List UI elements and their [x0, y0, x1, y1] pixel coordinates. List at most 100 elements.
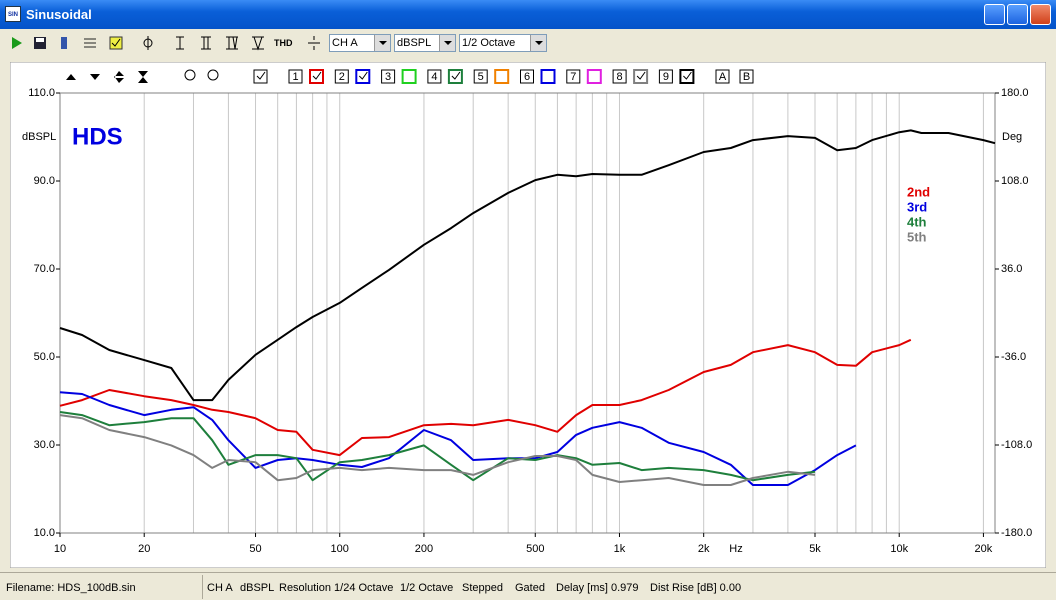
- series-line: [59, 338, 912, 457]
- harmonic-button[interactable]: [248, 33, 268, 53]
- chart-controls: [66, 69, 268, 84]
- status-divider: [202, 575, 203, 599]
- y2-tick-label: 180.0: [1001, 87, 1029, 99]
- thd-button[interactable]: THD: [274, 38, 293, 48]
- curve-number: 9: [663, 71, 669, 83]
- curve-number-box: [427, 69, 442, 84]
- curve-checkbox[interactable]: [633, 69, 649, 84]
- y-tick-label: 50.0: [34, 351, 55, 363]
- curve-number: 3: [385, 71, 391, 83]
- check-mark: [636, 71, 646, 80]
- curve-number-box: [658, 69, 673, 84]
- curve-number-box: [334, 69, 349, 84]
- y2-tick-label: 36.0: [1001, 263, 1022, 275]
- y2-tick-label: -36.0: [1001, 351, 1026, 363]
- x-tick-label: 50: [249, 543, 261, 555]
- curve-number: 1: [292, 71, 298, 83]
- tool-button[interactable]: [54, 33, 74, 53]
- minimize-button[interactable]: [984, 4, 1005, 25]
- curve-number-box: [612, 69, 627, 84]
- close-button[interactable]: [1030, 4, 1051, 25]
- legend-entry: 2nd: [907, 184, 930, 199]
- harmonic-button[interactable]: [196, 33, 216, 53]
- x-tick-label: 5k: [809, 543, 821, 555]
- curve-number: 8: [617, 71, 623, 83]
- unit-select[interactable]: dBSPL: [394, 34, 456, 52]
- curve-number-box: [520, 69, 534, 84]
- curve-checkbox[interactable]: [540, 69, 556, 84]
- harmonic-button[interactable]: [170, 33, 190, 53]
- curve-number: 7: [570, 71, 576, 83]
- series-line: [59, 391, 857, 486]
- curve-checkbox[interactable]: [309, 69, 324, 84]
- legend-entry: 5th: [907, 229, 927, 244]
- unit-value: dBSPL: [397, 37, 432, 49]
- status-field: Resolution 1/24 Octave: [279, 582, 394, 594]
- plot-frame: [59, 92, 996, 534]
- expand-button[interactable]: [114, 71, 124, 83]
- status-bar: Filename: HDS_100dB.sin CH A dBSPL Resolut…: [0, 572, 1056, 600]
- smoothing-select[interactable]: 1/2 Octave: [459, 34, 547, 52]
- all-checkbox[interactable]: [253, 69, 268, 84]
- toolbar: THD CH A dBSPL 1/2 Octave: [0, 29, 1056, 57]
- curve-number: 6: [524, 71, 530, 83]
- status-field: Delay [ms] 0.979: [556, 582, 639, 594]
- curve-number: 2: [339, 71, 345, 83]
- chart-panel: [10, 62, 1046, 568]
- curve-checkbox[interactable]: [586, 69, 602, 84]
- compress-button[interactable]: [138, 71, 148, 83]
- y2-axis-label: Deg: [1002, 131, 1022, 143]
- curve-number: 5: [478, 71, 484, 83]
- reference-label[interactable]: B: [743, 71, 750, 83]
- y2-tick-label: -180.0: [1001, 527, 1032, 539]
- curve-selector: 1 2 3 4 5 6 7 8 9 A B: [288, 69, 754, 84]
- smoothing-value: 1/2 Octave: [462, 37, 516, 49]
- channel-select[interactable]: CH A: [329, 34, 391, 52]
- x-tick-label: 10: [54, 543, 66, 555]
- save-button[interactable]: [30, 33, 50, 53]
- window-title: Sinusoidal: [26, 7, 92, 22]
- dropdown-arrow: [439, 35, 455, 51]
- x-tick-label: 100: [331, 543, 349, 555]
- x-tick-label: 20: [138, 543, 150, 555]
- legend-entry: 3rd: [907, 199, 927, 214]
- zoom-in-button[interactable]: [184, 69, 196, 81]
- dropdown-arrow: [530, 35, 546, 51]
- curve-checkbox[interactable]: [355, 69, 371, 84]
- check-mark: [256, 71, 266, 80]
- y2-tick-label: -108.0: [1001, 439, 1032, 451]
- channel-value: CH A: [332, 37, 358, 49]
- curve-checkbox[interactable]: [401, 69, 417, 84]
- check-mark: [312, 71, 322, 80]
- curve-number-box: [288, 69, 303, 84]
- scale-button[interactable]: [304, 33, 324, 53]
- check-mark: [358, 71, 368, 80]
- legend-entry: 4th: [907, 214, 927, 229]
- series-line: [59, 414, 816, 486]
- up-button[interactable]: [66, 74, 76, 80]
- maximize-button[interactable]: [1007, 4, 1028, 25]
- status-field: 1/2 Octave: [400, 582, 454, 594]
- curve-checkbox[interactable]: [679, 69, 695, 84]
- x-tick-label: 20k: [975, 543, 993, 555]
- zoom-out-button[interactable]: [207, 69, 219, 81]
- x-tick-label: 200: [415, 543, 433, 555]
- curve-checkbox[interactable]: [447, 69, 463, 84]
- curve-number-box: [473, 69, 488, 84]
- harmonic-button[interactable]: [222, 33, 242, 53]
- down-button[interactable]: [90, 74, 100, 80]
- title-bar: SIN Sinusoidal: [0, 0, 1056, 29]
- check-mark: [683, 71, 692, 80]
- run-button[interactable]: [6, 33, 26, 53]
- phase-button[interactable]: [138, 33, 158, 53]
- y-axis-label: dBSPL: [22, 131, 56, 143]
- status-field: Stepped: [462, 582, 503, 594]
- x-axis-label: Hz: [729, 543, 742, 555]
- curve-number: 4: [431, 71, 437, 83]
- tool-button[interactable]: [80, 33, 100, 53]
- tool-button[interactable]: [106, 33, 126, 53]
- reference-label[interactable]: A: [719, 71, 727, 83]
- reference-box: [715, 69, 730, 84]
- curve-checkbox[interactable]: [494, 69, 510, 84]
